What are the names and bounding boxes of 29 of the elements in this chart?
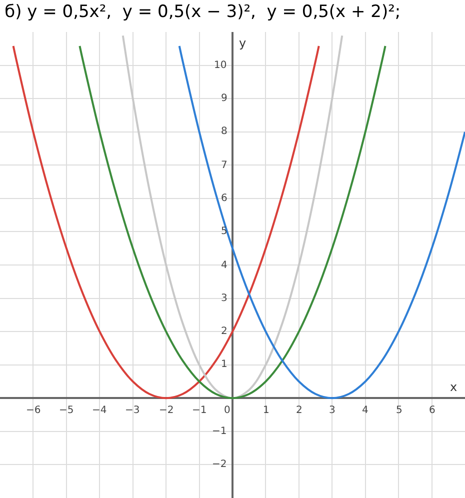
line-series [122, 34, 344, 400]
y-tick-label: 8 [221, 126, 228, 137]
chart-title: б) y = 0,5x², y = 0,5(x − 3)², y = 0,5(x + 2)²; [4, 2, 401, 22]
x-tick-label: −1 [192, 405, 207, 416]
x-tick-label: 4 [362, 405, 368, 416]
y-tick-label: −1 [212, 426, 227, 437]
x-tick-label: −4 [92, 405, 107, 416]
y-axis-title: y [239, 36, 246, 50]
x-tick-label: 5 [396, 405, 402, 416]
x-tick-label: −5 [59, 405, 74, 416]
x-tick-label: −2 [159, 405, 174, 416]
y-tick-label: 4 [221, 260, 228, 271]
y-tick-label: −2 [212, 459, 227, 470]
x-tick-label: 6 [429, 405, 436, 416]
x-tick-label: 1 [263, 405, 270, 416]
y-tick-label: 5 [221, 226, 228, 237]
y-tick-label: 7 [221, 160, 228, 171]
y-tick-label: 1 [221, 359, 228, 370]
x-tick-label: −6 [26, 405, 41, 416]
y-tick-label: 6 [221, 193, 228, 204]
x-tick-label: −3 [125, 405, 140, 416]
y-tick-label: 2 [221, 326, 228, 337]
x-axis-title: x [450, 380, 458, 394]
y-tick-label: 10 [214, 60, 227, 71]
x-tick-label: 2 [296, 405, 302, 416]
y-tick-label: 3 [221, 293, 228, 304]
x-tick-label: 0 [224, 405, 230, 416]
x-tick-label: 3 [329, 405, 336, 416]
y-tick-label: 9 [221, 93, 228, 104]
